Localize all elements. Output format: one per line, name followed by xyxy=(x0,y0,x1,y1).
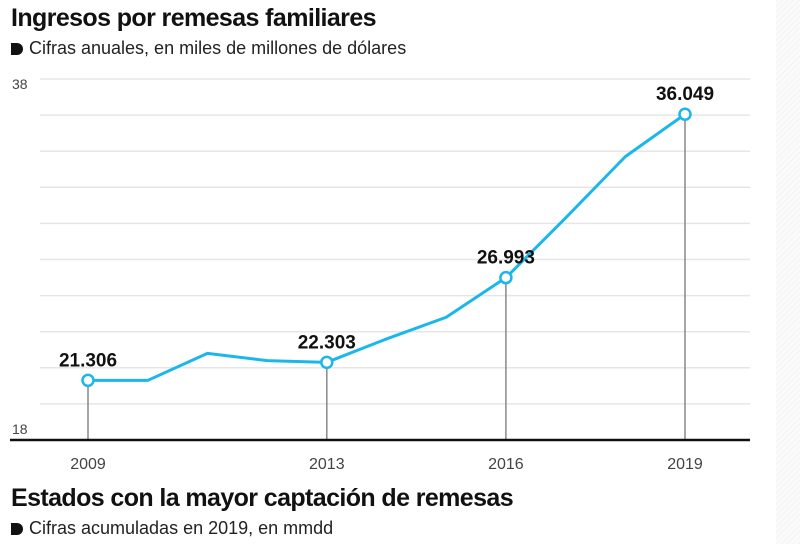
data-labels: 21.306 22.303 26.993 36.049 xyxy=(59,84,714,371)
x-tick-labels: 2009 2013 2016 2019 xyxy=(70,456,703,473)
drop-lines xyxy=(87,114,686,440)
section-subtitle-text: Cifras acumuladas en 2019, en mmdd xyxy=(29,518,334,538)
data-point-marker xyxy=(678,107,692,121)
bullet-icon xyxy=(11,522,23,535)
x-tick-label: 2016 xyxy=(488,456,524,473)
section-title: Estados con la mayor captación de remesa… xyxy=(11,484,514,512)
data-point-marker xyxy=(499,270,513,285)
y-tick-labels: 38 18 xyxy=(12,76,28,437)
bullet-icon xyxy=(11,42,23,55)
x-tick-label: 2013 xyxy=(309,456,345,473)
y-tick-label: 38 xyxy=(12,76,28,92)
data-label: 21.306 xyxy=(59,350,117,371)
x-tick-label: 2019 xyxy=(667,456,703,473)
point-markers xyxy=(81,107,692,388)
data-label: 22.303 xyxy=(298,332,356,353)
chart-subtitle: Cifras anuales, en miles de millones de … xyxy=(11,38,406,59)
gridlines xyxy=(40,78,750,405)
section-subtitle: Cifras acumuladas en 2019, en mmdd xyxy=(11,518,333,539)
data-point-marker xyxy=(320,355,334,370)
x-tick-label: 2009 xyxy=(70,456,106,473)
data-label: 36.049 xyxy=(656,84,714,105)
hatched-margin xyxy=(776,0,800,544)
series-line-remesas xyxy=(87,112,686,382)
chart-subtitle-text: Cifras anuales, en miles de millones de … xyxy=(29,38,407,58)
data-label: 26.993 xyxy=(477,248,535,269)
y-tick-label: 18 xyxy=(12,421,28,437)
data-point-marker xyxy=(81,373,95,388)
chart-title: Ingresos por remesas familiares xyxy=(11,4,377,32)
